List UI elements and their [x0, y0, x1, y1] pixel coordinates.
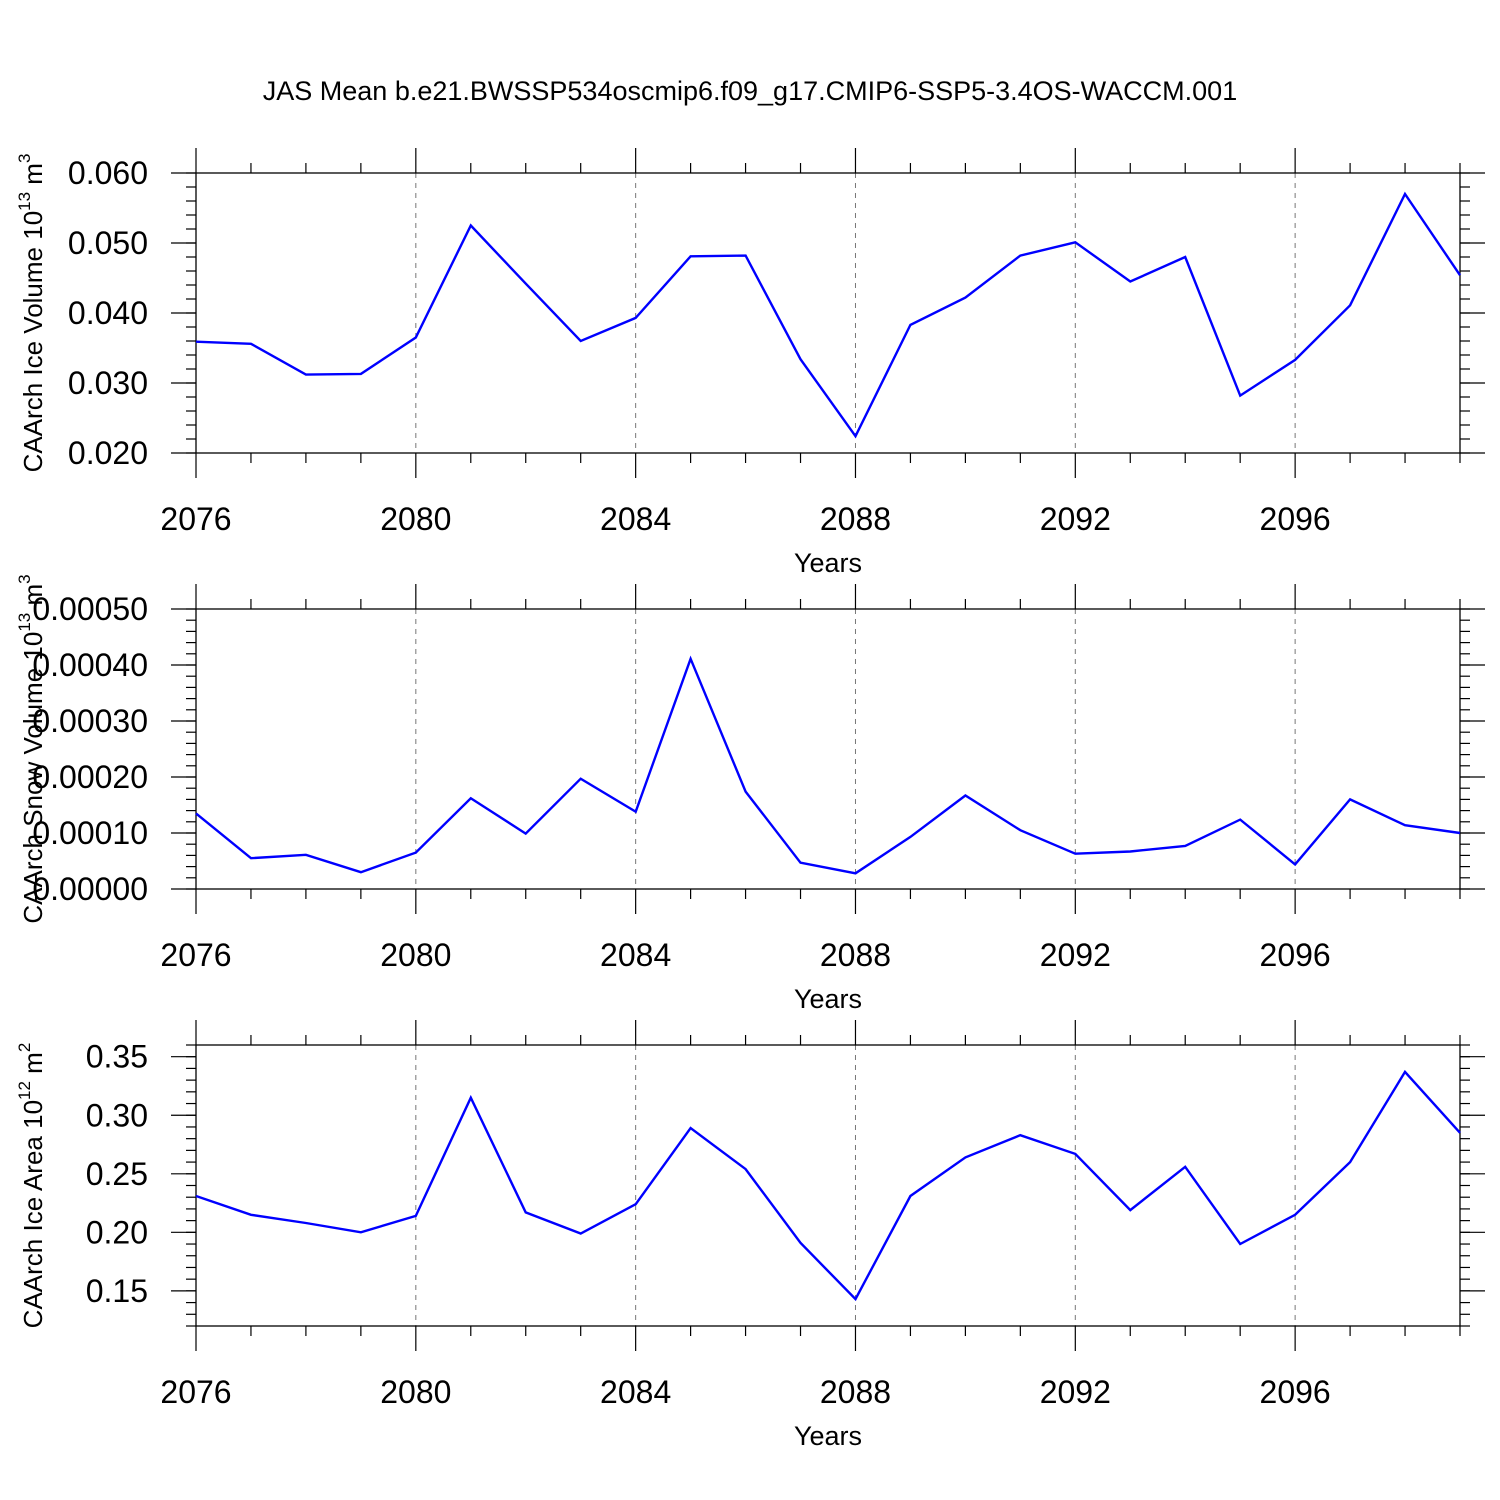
y-tick-label: 0.040 [68, 295, 148, 331]
x-tick-label: 2076 [160, 501, 231, 537]
x-tick-label: 2080 [380, 937, 451, 973]
y-label-unit: m [18, 163, 48, 192]
y-tick-label: 0.060 [68, 155, 148, 191]
x-tick-label: 2080 [380, 1374, 451, 1410]
x-tick-label: 2092 [1040, 501, 1111, 537]
x-tick-label: 2080 [380, 501, 451, 537]
x-tick-label: 2096 [1260, 501, 1331, 537]
plot-frame [195, 608, 1461, 890]
y-tick-label: 0.00000 [32, 871, 148, 907]
plot-frame [195, 172, 1461, 454]
figure-title: JAS Mean b.e21.BWSSP534oscmip6.f09_g17.C… [263, 76, 1237, 106]
y-tick-label: 0.00030 [32, 703, 148, 739]
y-label-text: CAArch Snow Volume 10 [18, 632, 48, 924]
y-label-exponent: 13 [15, 192, 34, 211]
series-line [195, 655, 1461, 875]
y-tick-label: 0.20 [86, 1214, 148, 1250]
y-tick-label: 0.35 [86, 1039, 148, 1075]
y-label-exponent: 13 [15, 613, 34, 632]
x-tick-label: 2084 [600, 937, 671, 973]
y-axis-label: CAArch Ice Area 1012 m2 [15, 1043, 48, 1329]
y-axis-label: CAArch Ice Volume 1013 m3 [15, 154, 48, 473]
y-tick-label: 0.030 [68, 365, 148, 401]
y-label-unit-exponent: 2 [15, 1043, 34, 1052]
plot-frame [195, 1044, 1461, 1327]
x-axis-label: Years [794, 1421, 862, 1451]
y-tick-label: 0.00040 [32, 647, 148, 683]
y-tick-label: 0.25 [86, 1156, 148, 1192]
y-label-unit-exponent: 3 [15, 154, 34, 163]
x-tick-label: 2096 [1260, 1374, 1331, 1410]
series-line [195, 191, 1461, 439]
y-tick-label: 0.00020 [32, 759, 148, 795]
x-tick-label: 2088 [820, 1374, 891, 1410]
x-tick-label: 2088 [820, 937, 891, 973]
x-tick-label: 2096 [1260, 937, 1331, 973]
y-label-unit: m [18, 584, 48, 613]
x-tick-label: 2084 [600, 1374, 671, 1410]
x-tick-label: 2076 [160, 937, 231, 973]
x-tick-label: 2076 [160, 1374, 231, 1410]
y-label-text: CAArch Ice Area 10 [18, 1100, 48, 1328]
x-tick-label: 2088 [820, 501, 891, 537]
x-tick-label: 2092 [1040, 937, 1111, 973]
x-axis-label: Years [794, 548, 862, 578]
panel-1: 0.020 0.030 0.040 0.050 0.060 2076 2080 2084 208… [15, 148, 1485, 578]
y-label-unit-exponent: 3 [15, 574, 34, 583]
y-label-unit: m [18, 1052, 48, 1081]
y-tick-label: 0.020 [68, 435, 148, 471]
y-tick-label: 0.00010 [32, 815, 148, 851]
x-tick-label: 2092 [1040, 1374, 1111, 1410]
y-tick-label: 0.050 [68, 225, 148, 261]
x-axis-label: Years [794, 984, 862, 1014]
y-tick-label: 0.30 [86, 1097, 148, 1133]
y-label-text: CAArch Ice Volume 10 [18, 211, 48, 473]
y-tick-label: 0.00050 [32, 591, 148, 627]
panel-3: 0.15 0.20 0.25 0.30 0.35 2076 2080 2084 2088 2092… [15, 1020, 1485, 1451]
y-label-exponent: 12 [15, 1081, 34, 1100]
series-line [195, 1069, 1461, 1302]
y-tick-label: 0.15 [86, 1273, 148, 1309]
y-axis-label: CAArch Snow Volume 1013 m3 [15, 574, 48, 923]
x-tick-label: 2084 [600, 501, 671, 537]
panel-2: 0.00000 0.00010 0.00020 0.00030 0.00040 0.000… [15, 574, 1485, 1014]
